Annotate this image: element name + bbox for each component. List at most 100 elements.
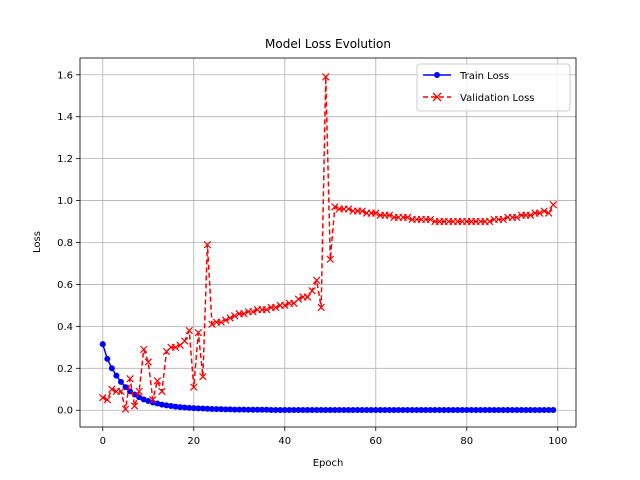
train-loss-point (486, 407, 493, 414)
train-loss-point (350, 407, 357, 414)
train-loss-point (272, 407, 279, 414)
validation-loss-point (190, 383, 198, 391)
train-loss-point (249, 406, 256, 413)
train-loss-point (441, 407, 448, 414)
y-tick-label: 1.6 (57, 70, 73, 81)
train-loss-point (190, 405, 197, 412)
train-loss-point (177, 404, 184, 411)
validation-loss-point (217, 318, 225, 326)
x-tick-label: 80 (460, 436, 473, 447)
train-loss-point (345, 407, 352, 414)
train-loss-point (254, 406, 261, 413)
validation-loss-point (171, 343, 180, 352)
validation-loss-point (208, 320, 216, 328)
train-loss-point (527, 407, 534, 414)
train-loss-point (390, 407, 397, 414)
train-loss-point (195, 405, 202, 412)
legend-label-validation: Validation Loss (460, 93, 535, 104)
train-loss-point (336, 407, 343, 414)
train-loss-point (450, 407, 457, 414)
train-loss-point (231, 406, 238, 413)
validation-loss-point (540, 207, 548, 215)
train-loss-point (513, 407, 520, 414)
train-loss-point (186, 404, 193, 411)
train-loss-point (99, 341, 106, 348)
train-loss-point (304, 407, 311, 414)
validation-loss-point (194, 328, 203, 337)
train-loss-point (368, 407, 375, 414)
train-loss-point (459, 407, 466, 414)
train-loss-point (108, 365, 115, 372)
legend-marker-validation (432, 92, 442, 102)
series-layer (99, 73, 557, 414)
train-loss-point (313, 407, 320, 414)
validation-loss-point (372, 209, 380, 217)
train-loss-point (395, 407, 402, 414)
train-loss-point (500, 407, 507, 414)
validation-loss-point (317, 303, 325, 312)
train-loss-point (431, 407, 438, 414)
validation-loss-point (203, 240, 212, 249)
validation-loss-point (135, 387, 143, 396)
train-loss-point (422, 407, 429, 414)
train-loss-point (218, 406, 225, 413)
train-loss-point (436, 407, 443, 414)
validation-loss-point (331, 203, 339, 211)
train-loss-point (472, 407, 479, 414)
train-loss-point (227, 406, 234, 413)
validation-loss-point (271, 303, 280, 312)
y-tick-label: 0.2 (57, 364, 73, 375)
train-loss-point (277, 407, 284, 414)
series-train-loss (99, 341, 557, 414)
x-tick-label: 20 (187, 436, 200, 447)
y-tick-label: 0.4 (57, 322, 73, 333)
train-loss-point (509, 407, 516, 414)
train-loss-point (454, 407, 461, 414)
train-loss-point (463, 407, 470, 414)
train-loss-point (199, 405, 206, 412)
train-loss-point (541, 407, 548, 414)
y-tick-label: 0.8 (57, 238, 73, 249)
chart-title: Model Loss Evolution (265, 37, 391, 51)
train-loss-point (117, 378, 124, 385)
x-tick-label: 60 (369, 436, 382, 447)
train-loss-point (259, 406, 266, 413)
train-loss-point (158, 401, 165, 408)
train-loss-point (222, 406, 229, 413)
validation-loss-point (180, 337, 189, 345)
validation-loss-point (130, 402, 139, 410)
validation-loss-point (144, 358, 152, 366)
validation-loss-point (485, 217, 494, 226)
validation-loss-point (221, 316, 230, 324)
train-loss-point (418, 407, 425, 414)
train-loss-point (377, 407, 384, 414)
train-loss-point (504, 407, 511, 414)
y-tick-label: 1.0 (57, 196, 73, 207)
train-loss-point (495, 407, 502, 414)
x-tick-label: 40 (278, 436, 291, 447)
validation-loss-point (240, 310, 248, 318)
train-loss-point (295, 407, 302, 414)
train-loss-point (372, 407, 379, 414)
validation-loss-point (139, 345, 148, 354)
train-loss-point (340, 407, 347, 414)
train-loss-point (113, 372, 120, 379)
y-tick-label: 1.2 (57, 154, 73, 165)
train-loss-point (481, 407, 488, 414)
train-loss-point (427, 407, 434, 414)
validation-loss-point (526, 211, 535, 219)
train-loss-point (522, 407, 529, 414)
train-loss-point (309, 407, 316, 414)
train-loss-point (268, 407, 275, 414)
train-loss-point (354, 407, 361, 414)
train-loss-point (172, 403, 179, 410)
legend: Train Loss Validation Loss (416, 63, 571, 112)
train-loss-point (208, 405, 215, 412)
validation-loss-point (499, 215, 507, 224)
legend-box (416, 63, 571, 112)
train-loss-point (381, 407, 388, 414)
validation-loss-point (185, 326, 193, 335)
x-tick-label: 0 (100, 436, 106, 447)
validation-loss-point (99, 393, 107, 402)
